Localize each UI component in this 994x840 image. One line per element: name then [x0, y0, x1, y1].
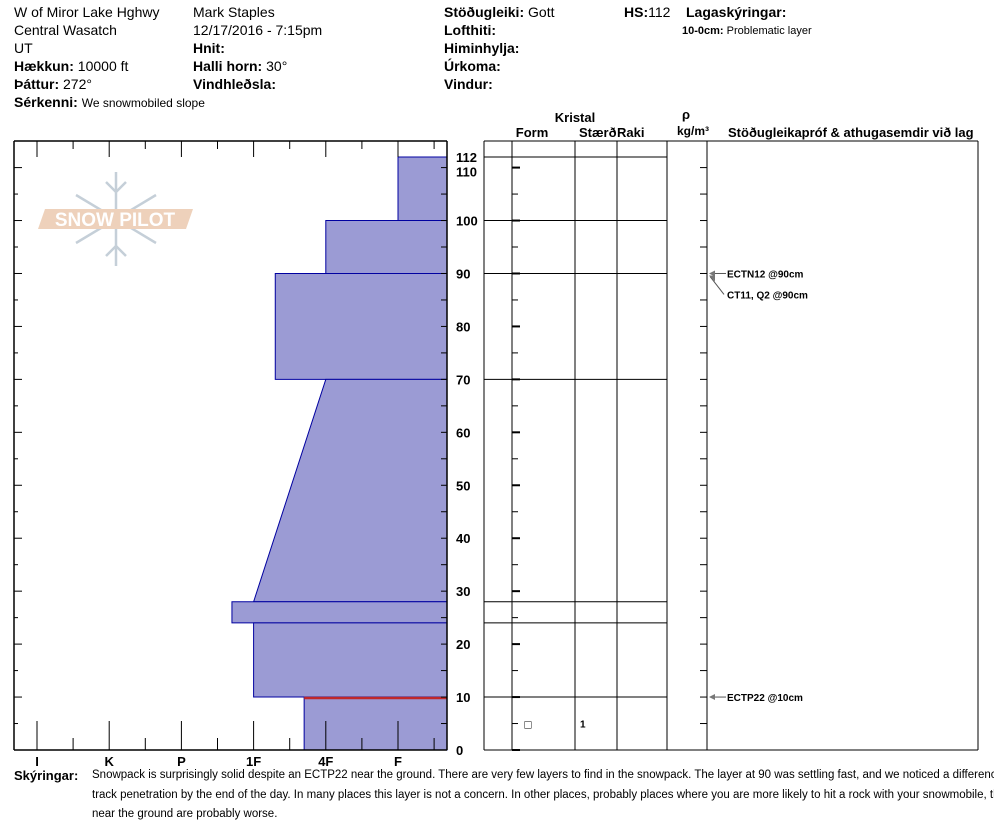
depth-label-112: 112	[456, 150, 477, 165]
hardness-label-K: K	[105, 754, 115, 769]
slope-label: Halli horn:	[193, 58, 263, 74]
snowpilot-logo: SNOW PILOT	[38, 172, 193, 266]
test-pointer	[709, 276, 725, 295]
feature: Sérkenni: We snowmobiled slope	[14, 93, 205, 112]
stability-label: Stöðugleiki:	[444, 4, 525, 20]
depth-label-100: 100	[456, 214, 478, 229]
range: Central Wasatch	[14, 22, 117, 38]
aspect-value: 272°	[63, 76, 92, 92]
hardness-label-I: I	[35, 754, 39, 769]
precip-label: Úrkoma:	[444, 58, 501, 74]
depth-label-90: 90	[456, 266, 470, 281]
layer-note: 10-0cm: Problematic layer	[682, 22, 812, 40]
location: W of Miror Lake Hghwy	[14, 4, 160, 20]
layer-0	[397, 156, 448, 222]
layer-4	[231, 601, 448, 624]
arrow-icon	[709, 275, 715, 282]
wind-label: Vindur:	[444, 76, 493, 92]
depth-label-20: 20	[456, 637, 470, 652]
hs: HS:112	[624, 3, 670, 21]
moisture-header: Raki	[617, 125, 644, 140]
hardness-layers	[231, 156, 448, 751]
arrow-icon	[709, 694, 715, 701]
layer-1	[325, 220, 448, 274]
stability-col-header: Stöðugleikapróf & athugasemdir við lag	[728, 125, 974, 140]
state: UT	[14, 40, 33, 56]
layer-note-range: 10-0cm:	[682, 25, 724, 37]
logo-text: SNOW PILOT	[55, 210, 176, 231]
crystal-header: Kristal	[555, 110, 595, 125]
air-temp-label: Lofthiti:	[444, 22, 497, 38]
layer-3	[252, 378, 448, 603]
aspect-label: Þáttur:	[14, 76, 60, 92]
depth-label-30: 30	[456, 584, 470, 599]
logo-banner	[38, 209, 193, 229]
hardness-label-1F: 1F	[246, 754, 261, 769]
depth-label-110: 110	[456, 165, 477, 180]
hardness-label-F: F	[394, 754, 402, 769]
depth-label-40: 40	[456, 531, 470, 546]
layer-note-text: Problematic layer	[726, 25, 812, 37]
crystal-table: □ 1 ECTN12 @90cm CT11, Q2 @90cm ECTP22 @10cm	[483, 140, 979, 751]
stability-test: CT11, Q2 @90cm	[727, 290, 808, 301]
depth-label-50: 50	[456, 478, 470, 493]
comments-label: Skýringar:	[14, 768, 79, 783]
hardness-label-4F: 4F	[318, 754, 333, 769]
depth-label-60: 60	[456, 425, 470, 440]
slope: Halli horn: 30°	[193, 57, 287, 75]
depth-label-10: 10	[456, 690, 470, 705]
density-header: kg/m³	[677, 124, 709, 138]
hs-label: HS:	[624, 4, 649, 20]
wind-loading-label: Vindhleðsla:	[193, 76, 276, 92]
elevation-value: 10000 ft	[77, 58, 129, 74]
feature-label: Sérkenni:	[14, 94, 78, 110]
depth-label-70: 70	[456, 372, 470, 387]
layer-2	[274, 272, 448, 380]
hardness-label-P: P	[177, 754, 186, 769]
depth-label-80: 80	[456, 319, 470, 334]
depth-label-0: 0	[456, 743, 463, 758]
stability-test: ECTP22 @10cm	[727, 693, 803, 704]
feature-value: We snowmobiled slope	[81, 96, 205, 110]
rho-header: ρ	[682, 107, 690, 122]
observer: Mark Staples	[193, 4, 275, 20]
stability-test: ECTN12 @90cm	[727, 269, 804, 280]
arrow-icon	[709, 270, 715, 277]
form-header: Form	[516, 125, 549, 140]
elevation: Hækkun: 10000 ft	[14, 57, 128, 75]
stability: Stöðugleiki: Gott	[444, 3, 554, 21]
datetime: 12/17/2016 - 7:15pm	[193, 22, 323, 38]
aspect: Þáttur: 272°	[14, 75, 92, 93]
layer-notes-label: Lagaskýringar:	[686, 4, 787, 20]
crystal-form-symbol: □	[524, 718, 531, 732]
crystal-size: 1	[580, 720, 586, 731]
layer-5	[253, 622, 448, 698]
sky-label: Himinhylja:	[444, 40, 520, 56]
comments: Skýringar: Snowpack is surprisingly soli…	[14, 766, 994, 825]
hs-value: 112	[648, 4, 671, 20]
comments-text: Snowpack is surprisingly solid despite a…	[92, 769, 994, 820]
slope-value: 30°	[266, 58, 288, 74]
coords-label: Hnit:	[193, 40, 225, 56]
elevation-label: Hækkun:	[14, 58, 74, 74]
size-header: Stærð	[579, 125, 617, 140]
stability-value: Gott	[528, 4, 555, 20]
